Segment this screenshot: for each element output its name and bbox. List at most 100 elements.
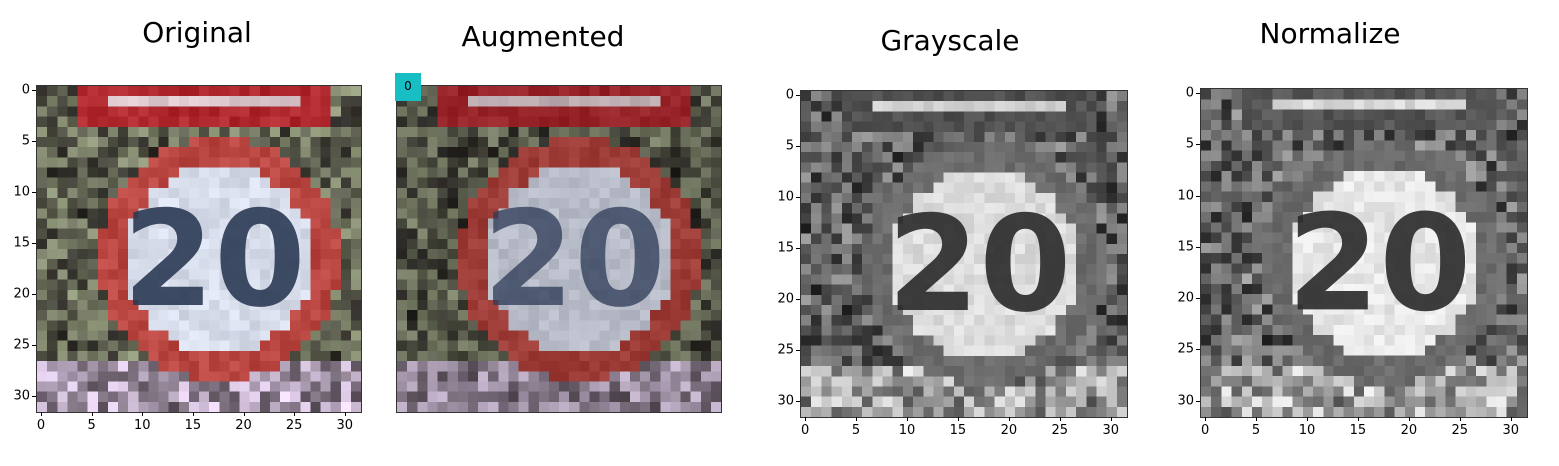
x-tick-mark [957,417,959,421]
x-tick-label: 25 [1051,423,1069,438]
y-tick-label: 5 [785,138,794,154]
y-tick-label: 5 [1185,136,1194,152]
x-tick-mark [1008,417,1010,421]
x-tick-mark [243,412,245,416]
x-tick-label: 5 [1251,423,1261,438]
y-tick-label: 0 [785,87,794,103]
augmented-image: 20 [396,85,722,413]
x-tick-mark [1408,417,1410,421]
original-image-svg: 20 [37,86,361,412]
y-tick-label: 10 [1177,188,1194,204]
y-tick-label: 0 [21,82,30,98]
x-tick-label: 30 [1102,423,1119,438]
y-tick-label: 25 [13,337,30,353]
y-tick-mark [1196,93,1200,95]
x-tick-label: 15 [1349,423,1367,438]
panel-title-original: Original [142,16,252,49]
x-tick-mark [192,412,194,416]
y-tick-label: 5 [21,133,30,149]
x-tick-label: 5 [851,423,861,438]
x-tick-label: 15 [184,418,202,433]
y-tick-label: 0 [1185,85,1194,101]
x-tick-mark [142,412,144,416]
y-tick-label: 10 [13,184,30,200]
y-tick-mark [32,242,36,244]
y-tick-mark [32,90,36,92]
x-tick-mark [1510,417,1512,421]
augmented-image-svg: 20 [397,86,721,412]
grayscale-image-svg: 20 [801,91,1127,417]
x-tick-mark [344,412,346,416]
x-tick-label: 25 [285,418,303,433]
x-tick-label: 10 [134,418,151,433]
y-tick-mark [796,146,800,148]
y-tick-label: 25 [1177,341,1194,357]
y-tick-mark [796,247,800,249]
x-tick-label: 20 [1400,423,1418,438]
y-tick-mark [32,293,36,295]
x-tick-label: 30 [336,418,354,433]
y-tick-mark [32,395,36,397]
x-tick-mark [1256,417,1258,421]
x-tick-mark [856,417,858,421]
y-tick-mark [796,349,800,351]
y-tick-label: 30 [1177,393,1194,409]
y-tick-mark [796,196,800,198]
y-tick-label: 15 [13,235,30,251]
original-image: 20 [36,85,362,413]
x-tick-label: 0 [1200,423,1210,438]
y-tick-label: 15 [777,240,794,256]
panel-title-augmented: Augmented [461,20,625,53]
sign-number: 20 [123,183,306,337]
x-tick-mark [1059,417,1061,421]
x-tick-mark [805,417,807,421]
x-tick-mark [1110,417,1112,421]
y-tick-label: 10 [777,189,794,205]
y-tick-label: 30 [777,393,794,409]
x-tick-mark [1459,417,1461,421]
grayscale-image: 20 [800,90,1128,418]
y-tick-mark [1196,195,1200,197]
y-tick-mark [1196,349,1200,351]
x-tick-mark [91,412,93,416]
y-tick-mark [32,344,36,346]
y-tick-mark [796,298,800,300]
x-tick-label: 10 [1298,423,1316,438]
x-tick-label: 10 [898,423,916,438]
normalize-image-svg: 20 [1201,89,1527,417]
panel-title-normalize: Normalize [1259,17,1401,50]
y-tick-mark [796,95,800,97]
y-tick-mark [796,400,800,402]
normalize-image: 20 [1200,88,1528,418]
x-tick-label: 20 [1000,423,1018,438]
x-tick-mark [1357,417,1359,421]
x-tick-label: 20 [235,418,252,433]
y-tick-mark [1196,144,1200,146]
panel-title-grayscale: Grayscale [880,24,1020,57]
y-tick-mark [1196,298,1200,300]
x-tick-label: 25 [1451,423,1469,438]
sign-number: 20 [887,188,1071,342]
x-tick-mark [41,412,43,416]
y-tick-mark [32,141,36,143]
x-tick-mark [294,412,296,416]
y-tick-label: 20 [777,291,794,307]
sign-number: 20 [1287,187,1471,341]
x-tick-mark [1205,417,1207,421]
x-tick-label: 0 [36,418,46,433]
x-tick-label: 30 [1502,423,1519,438]
x-tick-label: 5 [87,418,96,433]
x-tick-mark [1306,417,1308,421]
y-tick-mark [1196,246,1200,248]
augmented-badge: 0 [395,73,421,101]
y-tick-mark [32,191,36,193]
x-tick-mark [906,417,908,421]
y-tick-label: 20 [1177,290,1194,306]
sign-number: 20 [483,183,666,337]
y-tick-label: 25 [777,342,794,358]
y-tick-label: 30 [13,388,30,404]
x-tick-label: 15 [949,423,967,438]
x-tick-label: 0 [800,423,810,438]
y-tick-label: 15 [1177,239,1194,255]
y-tick-label: 20 [13,286,30,302]
